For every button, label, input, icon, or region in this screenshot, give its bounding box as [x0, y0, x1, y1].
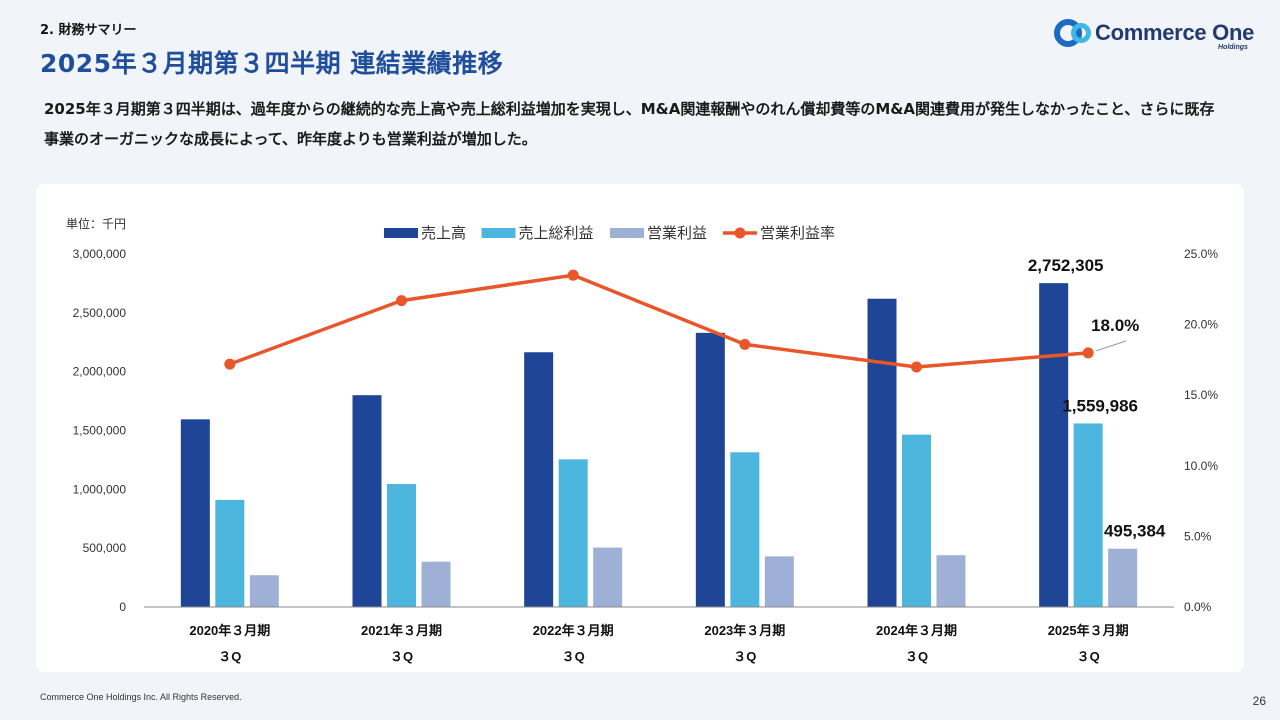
bar-3 [936, 555, 966, 607]
legend-label: 営業利益率 [760, 225, 835, 242]
y-right-tick-label: 20.0% [1184, 318, 1218, 332]
x-tick-label: 2023年３月期 [704, 623, 785, 638]
slide-title: 2025年３月期第３四半期 連結業績推移 [40, 49, 504, 78]
bar-2 [1073, 423, 1103, 607]
legend-swatch [481, 228, 516, 238]
margin-point [1082, 347, 1094, 359]
bar-1 [524, 352, 554, 607]
bar-2 [730, 452, 760, 607]
logo-sub: Holdings [1218, 44, 1248, 51]
x-tick-label-sub: ３Q [218, 649, 241, 664]
bar-1 [867, 298, 897, 607]
bar-2 [558, 459, 588, 607]
section-label: 2. 財務サマリー [40, 23, 137, 38]
x-tick-label-sub: ３Q [390, 649, 413, 664]
x-tick-label-sub: ３Q [1077, 649, 1100, 664]
y-left-tick-label: 2,500,000 [73, 306, 127, 320]
bar-2 [215, 499, 245, 607]
margin-point [567, 269, 579, 281]
margin-point [739, 338, 751, 350]
y-right-tick-label: 25.0% [1184, 247, 1218, 261]
y-right-tick-label: 5.0% [1184, 529, 1212, 543]
x-tick-label-sub: ３Q [733, 649, 756, 664]
x-tick-label-sub: ３Q [905, 649, 928, 664]
y-left-tick-label: 1,500,000 [73, 424, 127, 438]
y-left-tick-label: 1,000,000 [73, 482, 127, 496]
y-left-tick-label: 2,000,000 [73, 365, 127, 379]
data-label: 1,559,986 [1062, 396, 1138, 415]
margin-line [229, 273, 1089, 369]
data-label: 18.0% [1091, 316, 1139, 335]
y-right-tick-label: 15.0% [1184, 388, 1218, 402]
bar-2 [902, 434, 931, 607]
y-right-tick-label: 10.0% [1184, 459, 1218, 473]
legend-label: 売上高 [421, 225, 466, 242]
revenue-profit-chart: 単位：千円 0 500,000 1,000,000 1,500,000 2,000,000… [66, 216, 1218, 664]
legend-marker [734, 227, 746, 239]
y-left-tick-label: 500,000 [83, 541, 127, 555]
logo-mark-icon [1054, 19, 1091, 47]
legend-swatch [384, 228, 418, 238]
data-label: 495,384 [1104, 522, 1166, 541]
bar-2 [387, 484, 416, 607]
bar-1 [180, 419, 210, 607]
bar-3 [593, 547, 623, 607]
legend-label: 売上総利益 [519, 225, 594, 242]
margin-point [396, 295, 407, 307]
data-label: 2,752,305 [1028, 256, 1104, 275]
slide-description: 2025年３月期第３四半期は、過年度からの継続的な売上高や売上総利益増加を実現し… [44, 100, 1215, 148]
y-left-tick-label: 3,000,000 [73, 247, 127, 261]
logo-name: Commerce One [1095, 20, 1255, 45]
bar-3 [764, 556, 794, 607]
x-tick-label: 2021年３月期 [361, 623, 442, 638]
y-left-tick-label: 0 [119, 600, 126, 614]
y-right-tick-label: 0.0% [1184, 600, 1212, 614]
margin-point [224, 358, 236, 370]
bar-3 [1108, 548, 1138, 607]
x-tick-label: 2024年３月期 [876, 623, 957, 638]
page-number: 26 [1252, 694, 1266, 708]
bar-1 [1039, 283, 1069, 607]
footer-copyright: Commerce One Holdings Inc. All Rights Re… [40, 692, 242, 702]
margin-point [911, 361, 922, 373]
legend-label: 営業利益 [647, 225, 707, 242]
bar-1 [695, 332, 725, 607]
x-tick-label-sub: ３Q [562, 649, 585, 664]
bar-3 [421, 561, 451, 607]
legend-swatch [610, 228, 644, 238]
bar-1 [352, 395, 382, 607]
company-logo: Commerce One Holdings [1054, 14, 1254, 54]
bar-3 [249, 575, 279, 607]
unit-label: 単位：千円 [66, 216, 126, 231]
x-tick-label: 2020年３月期 [189, 623, 270, 638]
data-label-leader [1096, 340, 1127, 352]
x-tick-label: 2022年３月期 [533, 623, 614, 638]
chart-card: 単位：千円 0 500,000 1,000,000 1,500,000 2,000,000… [36, 184, 1244, 672]
x-tick-label: 2025年３月期 [1048, 623, 1129, 638]
